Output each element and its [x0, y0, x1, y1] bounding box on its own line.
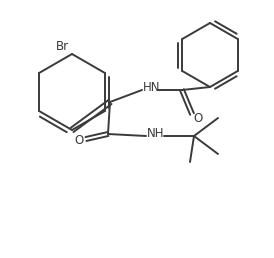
- Text: HN: HN: [143, 81, 161, 94]
- Text: O: O: [74, 134, 83, 147]
- Text: NH: NH: [147, 127, 164, 140]
- Text: Br: Br: [56, 40, 69, 53]
- Text: O: O: [193, 112, 202, 125]
